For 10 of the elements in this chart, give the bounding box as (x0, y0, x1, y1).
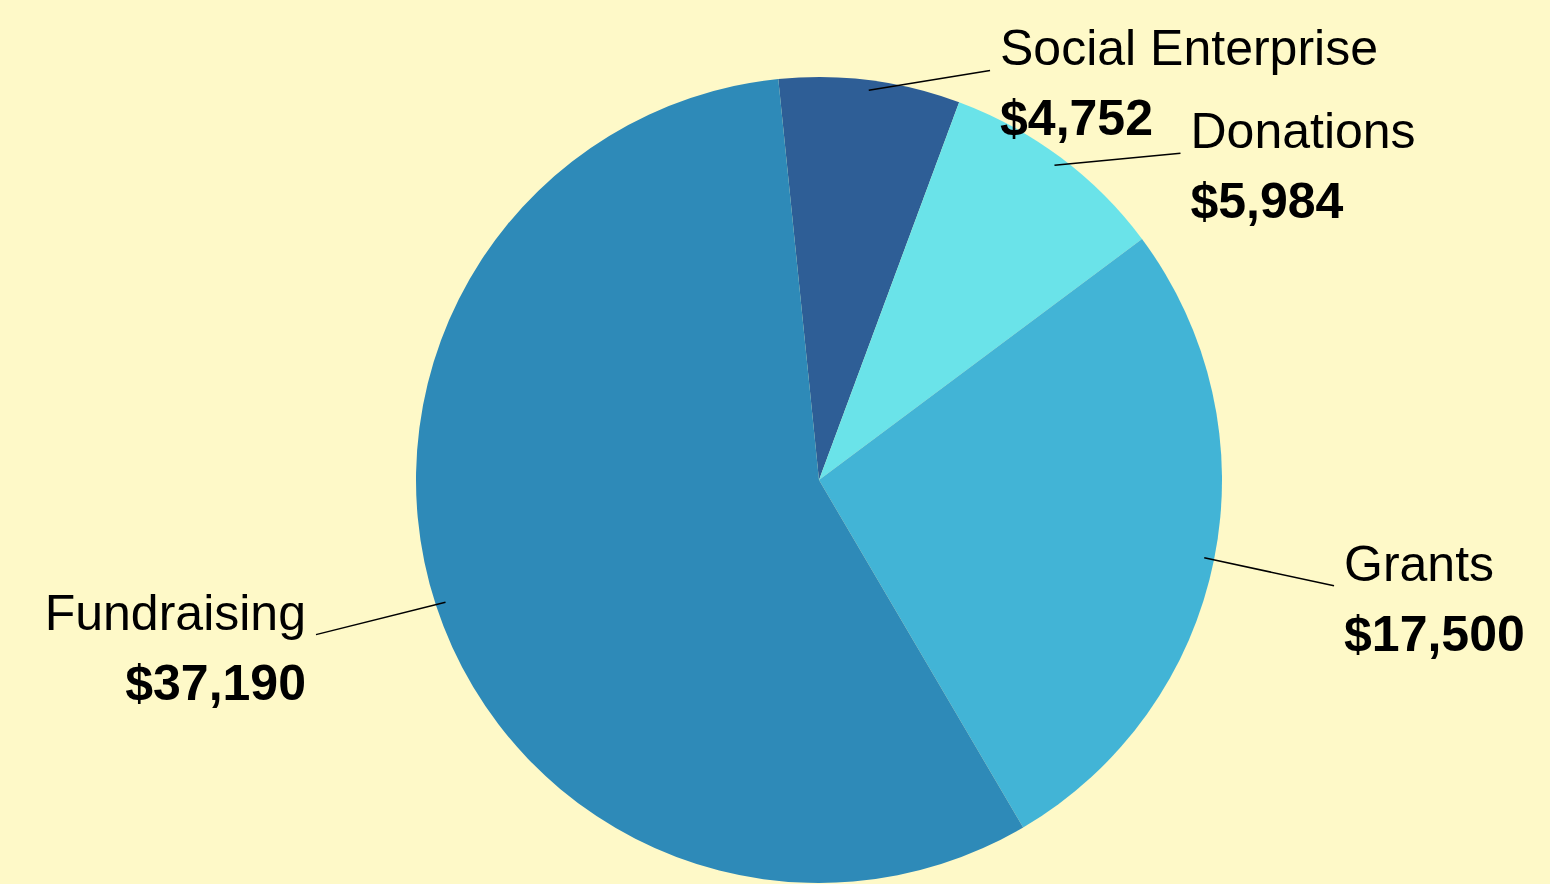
slice-label: Fundraising (44, 584, 306, 641)
data-label: $17,500 (1344, 605, 1525, 662)
data-label: $5,984 (1190, 173, 1344, 230)
data-label: $4,752 (1000, 90, 1153, 147)
data-label: $37,190 (125, 654, 306, 711)
slice-label: Donations (1190, 103, 1416, 160)
slice-label: Grants (1344, 535, 1495, 592)
pie-slice (819, 239, 1222, 828)
pie-slice (778, 77, 960, 480)
slice-label: Social Enterprise (1000, 20, 1378, 77)
